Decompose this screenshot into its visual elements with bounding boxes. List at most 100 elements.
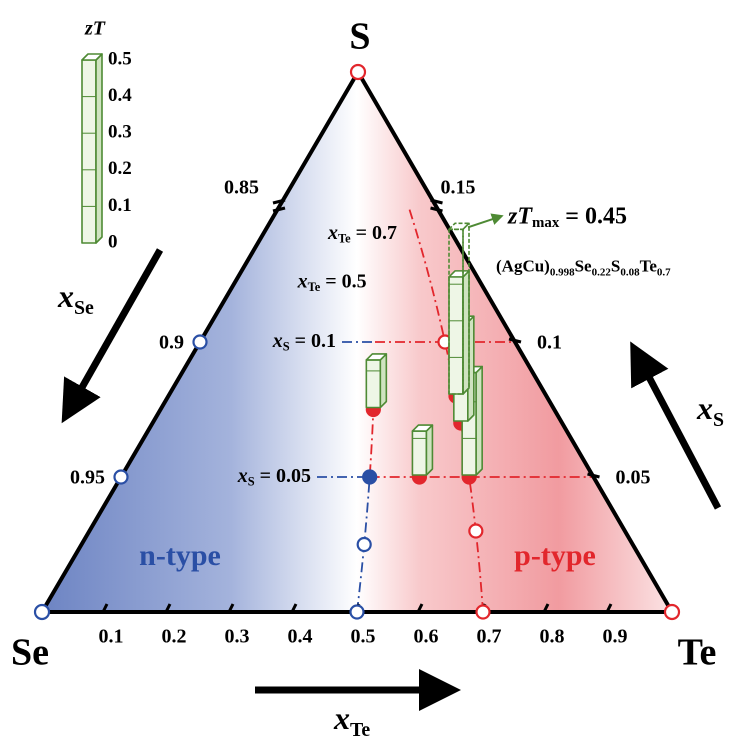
x-tick <box>542 603 550 613</box>
x-tick <box>290 603 298 613</box>
isoline-label-main: x <box>272 330 283 352</box>
axis-label: xTe <box>333 700 370 740</box>
formula-part: Se <box>575 256 592 275</box>
x-tick <box>605 603 613 613</box>
isoline-label-rest: = 0.1 <box>290 330 336 352</box>
right-tick <box>587 472 600 479</box>
zt-bar <box>448 276 464 395</box>
annotation-sub: max <box>532 215 560 231</box>
legend-bar-top <box>81 53 103 61</box>
axis-label-main: x <box>696 390 713 426</box>
legend-title: zT <box>84 18 106 40</box>
vertex-label: Te <box>678 632 717 674</box>
zt-bar-side <box>462 270 470 395</box>
x-tick-label: 0.2 <box>162 626 187 648</box>
isoline-label-rest: = 0.05 <box>255 465 311 487</box>
formula-part: 0.22 <box>592 266 612 278</box>
vertex-marker <box>663 603 681 621</box>
data-point <box>113 469 129 485</box>
right-tick <box>430 198 443 205</box>
axis-label-sub: Se <box>74 297 94 319</box>
formula-part: 0.7 <box>657 266 671 278</box>
region-label: n-type <box>139 539 221 572</box>
axis-label-main: x <box>333 700 350 736</box>
x-tick <box>164 603 172 613</box>
isoline-label-sub: Te <box>338 231 351 245</box>
formula-part: S <box>611 256 620 275</box>
zt-bar <box>365 359 382 409</box>
vertex-marker <box>33 603 51 621</box>
right-tick-label: 0.1 <box>537 332 562 354</box>
legend-tick-label: 0.1 <box>108 195 132 216</box>
isoline-label-main: x <box>327 222 338 244</box>
region-label: p-type <box>514 539 596 572</box>
x-tick-label: 0.3 <box>225 626 250 648</box>
left-tick-label: 0.9 <box>159 332 184 354</box>
axis-label: xSe <box>57 278 94 318</box>
left-tick-label: 0.85 <box>224 177 259 199</box>
data-point <box>468 523 484 539</box>
formula: (AgCu)0.998Se0.22S0.08Te0.7 <box>496 256 671 278</box>
right-tick-label: 0.05 <box>616 467 651 489</box>
zt-bar-top <box>411 424 434 432</box>
isoline-label: xS = 0.05 <box>237 465 311 489</box>
isoline-label-rest: = 0.7 <box>351 222 397 244</box>
x-tick-label: 0.8 <box>540 626 565 648</box>
isoline-label-rest: = 0.5 <box>320 270 366 292</box>
formula-part: 0.998 <box>550 266 575 278</box>
arrow-s <box>630 341 722 510</box>
legend-bar <box>81 59 97 244</box>
left-tick-label: 0.95 <box>70 467 105 489</box>
data-point <box>475 604 491 620</box>
arrow-se <box>61 248 164 424</box>
x-tick <box>227 603 235 613</box>
formula-part: Te <box>640 256 658 275</box>
formula-part: (AgCu) <box>496 256 550 275</box>
x-tick-label: 0.5 <box>351 626 376 648</box>
data-point <box>356 536 372 553</box>
isoline-label-sub: S <box>283 339 290 353</box>
isoline <box>368 382 376 475</box>
left-tick <box>272 206 286 213</box>
zt-max-bar-side <box>462 222 470 395</box>
zt-max-bar-top <box>448 222 470 231</box>
zt-bar <box>411 430 428 476</box>
left-tick <box>272 198 286 205</box>
legend-tick-label: 0.3 <box>108 122 132 143</box>
isoline-label-main: x <box>297 270 308 292</box>
vertex-label: S <box>349 16 370 58</box>
x-tick <box>101 603 109 613</box>
legend-tick-label: 0 <box>108 231 118 252</box>
axis-label-sub: Te <box>350 719 370 741</box>
vertex-label: Se <box>11 632 49 674</box>
isoline-label-main: x <box>237 465 248 487</box>
zt-bar-top <box>365 353 388 361</box>
zt-bar-side <box>379 353 388 409</box>
zt-bar-side <box>475 365 483 476</box>
data-point <box>192 334 208 350</box>
overlay: 0.1 0.2 0.3 0.4 0.5 0.6 0.7 0.8 0.9 0.85 0.9 0.95 0.… <box>33 18 724 741</box>
axis-label: xS <box>696 390 724 430</box>
annotation-rest: = 0.45 <box>559 203 627 229</box>
vertex-marker <box>349 63 367 81</box>
x-tick-label: 0.7 <box>477 626 502 648</box>
isoline-label-sub: Te <box>308 280 321 294</box>
x-tick-label: 0.1 <box>99 626 124 648</box>
data-point <box>349 604 365 620</box>
annotation: zTmax = 0.45 <box>507 203 627 232</box>
x-tick <box>416 603 424 613</box>
axis-label-sub: S <box>713 409 724 431</box>
x-tick-label: 0.4 <box>288 626 313 648</box>
isoline-label-sub: S <box>248 474 255 488</box>
isoline-label: xS = 0.1 <box>272 330 336 354</box>
data-point <box>362 469 378 485</box>
right-tick-label: 0.15 <box>441 177 476 199</box>
right-tick <box>508 337 522 344</box>
right-tick <box>430 206 443 213</box>
legend-tick-label: 0.4 <box>108 85 132 106</box>
annotation-main: zT <box>507 203 533 229</box>
isoline-label: xTe = 0.7 <box>327 222 397 246</box>
x-tick-label: 0.9 <box>603 626 628 648</box>
legend-tick-label: 0.5 <box>108 48 132 69</box>
legend-bar-side <box>95 53 103 244</box>
